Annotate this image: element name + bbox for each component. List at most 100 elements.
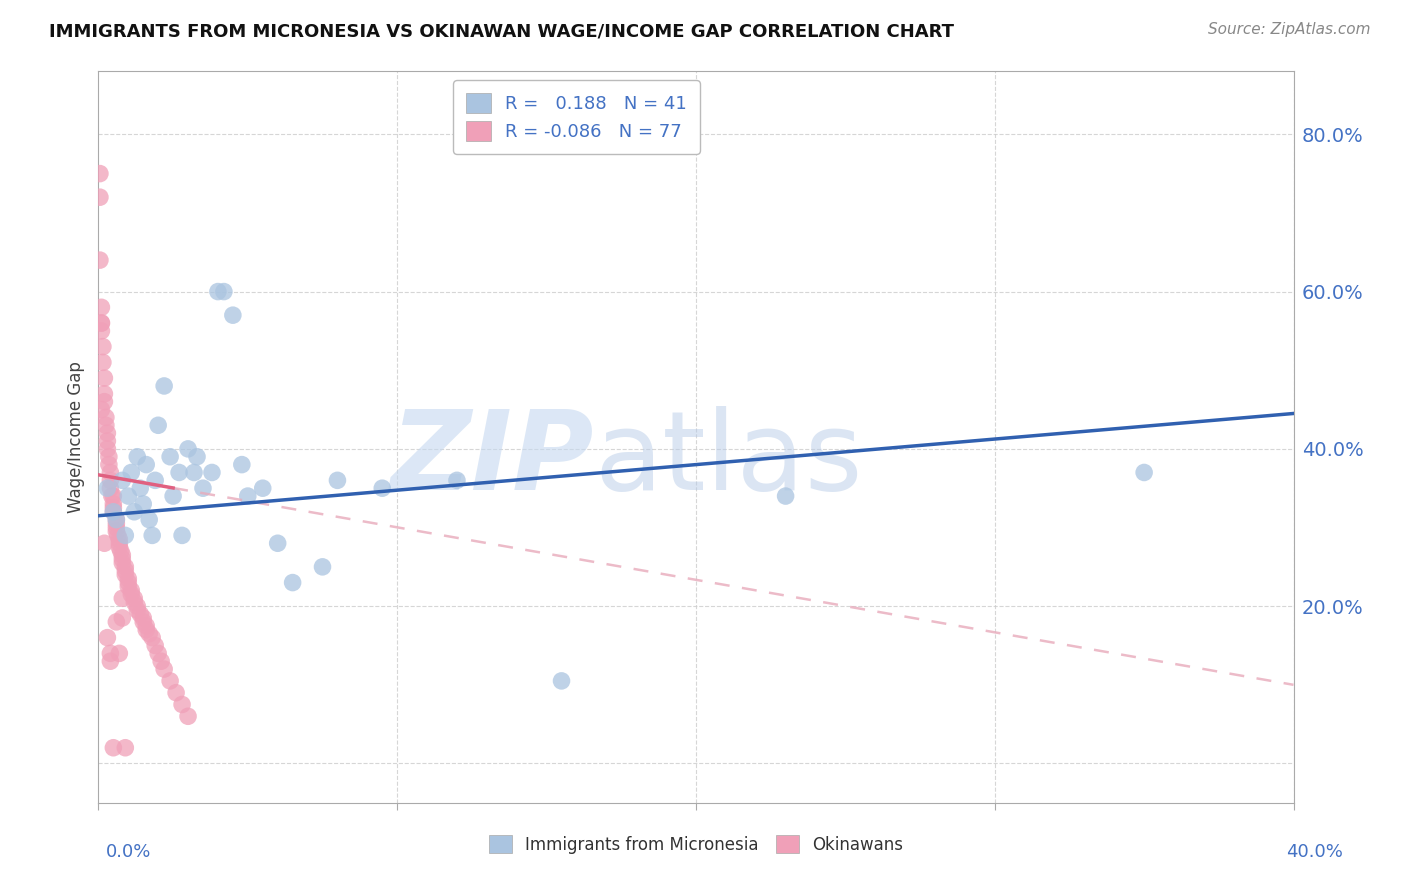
Point bbox=[96, 481, 118, 495]
Point bbox=[191, 481, 214, 495]
Point bbox=[90, 301, 112, 315]
Point bbox=[120, 466, 142, 480]
Point bbox=[135, 458, 157, 472]
Point bbox=[159, 450, 181, 464]
Point bbox=[143, 473, 166, 487]
Point bbox=[114, 564, 136, 578]
Point bbox=[89, 253, 111, 268]
Point bbox=[135, 619, 157, 633]
Point bbox=[231, 458, 253, 472]
Point bbox=[183, 466, 205, 480]
Point bbox=[117, 572, 139, 586]
Point bbox=[98, 473, 122, 487]
Point bbox=[94, 410, 117, 425]
Point bbox=[90, 402, 112, 417]
Y-axis label: Wage/Income Gap: Wage/Income Gap bbox=[67, 361, 86, 513]
Text: 40.0%: 40.0% bbox=[1286, 843, 1343, 861]
Point bbox=[212, 285, 235, 299]
Point bbox=[141, 528, 163, 542]
Point bbox=[96, 631, 118, 645]
Point bbox=[108, 533, 131, 547]
Point bbox=[91, 340, 114, 354]
Point bbox=[96, 442, 118, 456]
Point bbox=[108, 536, 131, 550]
Point bbox=[111, 591, 134, 606]
Point bbox=[1133, 466, 1156, 480]
Point bbox=[159, 673, 181, 688]
Point bbox=[103, 497, 125, 511]
Point bbox=[96, 426, 118, 441]
Point bbox=[93, 536, 115, 550]
Point bbox=[326, 473, 349, 487]
Point bbox=[93, 394, 115, 409]
Point bbox=[114, 740, 136, 755]
Point bbox=[107, 528, 129, 542]
Point bbox=[111, 556, 134, 570]
Point bbox=[132, 615, 155, 629]
Point bbox=[132, 611, 155, 625]
Point bbox=[267, 536, 290, 550]
Point bbox=[124, 595, 146, 609]
Point bbox=[111, 552, 134, 566]
Point bbox=[114, 567, 136, 582]
Point bbox=[132, 497, 155, 511]
Point bbox=[150, 654, 173, 668]
Point bbox=[105, 516, 128, 531]
Point bbox=[148, 418, 170, 433]
Point bbox=[186, 450, 208, 464]
Point bbox=[90, 316, 112, 330]
Point bbox=[103, 489, 125, 503]
Point bbox=[124, 591, 146, 606]
Point bbox=[162, 489, 184, 503]
Point bbox=[143, 639, 166, 653]
Point bbox=[127, 603, 149, 617]
Point bbox=[93, 387, 115, 401]
Point bbox=[207, 285, 229, 299]
Point bbox=[177, 442, 200, 456]
Point bbox=[94, 418, 117, 433]
Point bbox=[114, 528, 136, 542]
Point bbox=[201, 466, 224, 480]
Point bbox=[111, 611, 134, 625]
Point bbox=[138, 626, 160, 640]
Point bbox=[90, 324, 112, 338]
Point bbox=[446, 473, 468, 487]
Point bbox=[127, 450, 149, 464]
Point bbox=[148, 646, 170, 660]
Legend: Immigrants from Micronesia, Okinawans: Immigrants from Micronesia, Okinawans bbox=[482, 829, 910, 860]
Point bbox=[117, 575, 139, 590]
Point bbox=[127, 599, 149, 614]
Point bbox=[90, 316, 112, 330]
Point bbox=[120, 583, 142, 598]
Point bbox=[105, 615, 128, 629]
Point bbox=[96, 434, 118, 448]
Point bbox=[105, 520, 128, 534]
Text: Source: ZipAtlas.com: Source: ZipAtlas.com bbox=[1208, 22, 1371, 37]
Point bbox=[172, 698, 194, 712]
Point bbox=[98, 646, 122, 660]
Point bbox=[172, 528, 194, 542]
Point bbox=[108, 646, 131, 660]
Point bbox=[114, 559, 136, 574]
Point bbox=[550, 673, 572, 688]
Point bbox=[311, 559, 333, 574]
Text: ZIP: ZIP bbox=[391, 406, 595, 513]
Point bbox=[103, 505, 125, 519]
Point bbox=[105, 524, 128, 539]
Point bbox=[153, 379, 176, 393]
Point bbox=[129, 607, 152, 621]
Point bbox=[98, 654, 122, 668]
Point bbox=[101, 489, 124, 503]
Point bbox=[98, 481, 122, 495]
Point bbox=[135, 623, 157, 637]
Point bbox=[165, 686, 187, 700]
Point bbox=[120, 587, 142, 601]
Point bbox=[138, 513, 160, 527]
Point bbox=[111, 548, 134, 562]
Point bbox=[98, 466, 122, 480]
Point bbox=[89, 190, 111, 204]
Point bbox=[236, 489, 259, 503]
Point bbox=[111, 473, 134, 487]
Text: IMMIGRANTS FROM MICRONESIA VS OKINAWAN WAGE/INCOME GAP CORRELATION CHART: IMMIGRANTS FROM MICRONESIA VS OKINAWAN W… bbox=[49, 22, 955, 40]
Point bbox=[97, 450, 120, 464]
